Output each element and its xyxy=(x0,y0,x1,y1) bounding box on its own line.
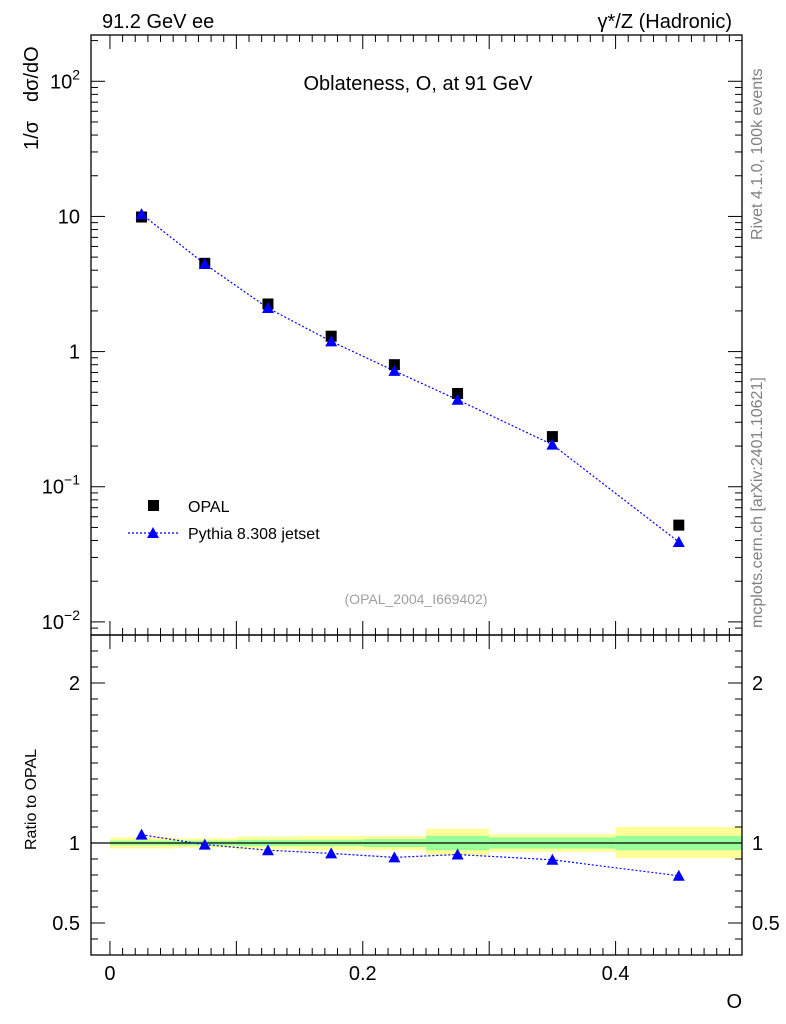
ratio-pythia-point xyxy=(672,869,685,881)
y-label-deriv: dσ/dO xyxy=(21,46,43,102)
ratio-y-ticks: 0.5 0.5 1 1 2 2 xyxy=(52,634,780,956)
ratio-pythia-point xyxy=(451,848,464,860)
pythia-point xyxy=(198,257,211,269)
ratio-pythia-point xyxy=(325,847,338,859)
opal-point xyxy=(388,359,400,371)
legend-marker-pythia xyxy=(147,527,159,538)
ratio-x-ticks: 0 0.2 0.4 xyxy=(104,635,743,985)
x-tick-label: 0.2 xyxy=(349,963,377,985)
pythia-point xyxy=(388,364,401,376)
y-label-norm: 1/σ xyxy=(21,120,43,150)
main-panel-frame xyxy=(90,34,743,636)
x-tick-label: 0.4 xyxy=(602,963,630,985)
ratio-series xyxy=(135,828,685,881)
header-left: 91.2 GeV ee xyxy=(102,11,214,33)
main-series xyxy=(135,208,685,548)
y-tick-label: 102 xyxy=(50,66,80,93)
analysis-reference: (OPAL_2004_I669402) xyxy=(345,591,488,607)
ratio-pythia-point xyxy=(546,853,559,865)
chart-title: Oblateness, O, at 91 GeV xyxy=(303,73,533,95)
pythia-point xyxy=(546,438,559,450)
legend-label-pythia: Pythia 8.308 jetset xyxy=(188,526,320,543)
x-tick-label: 0 xyxy=(104,963,115,985)
ratio-pythia-point xyxy=(388,851,401,863)
pythia-point xyxy=(135,208,148,220)
x-axis-label: O xyxy=(726,991,742,1013)
opal-point xyxy=(452,387,464,399)
rivet-version-label: Rivet 4.1.0, 100k events xyxy=(749,68,766,240)
opal-point xyxy=(546,431,558,443)
ratio-y-tick-label-right: 2 xyxy=(752,673,763,695)
y-tick-label: 1 xyxy=(69,342,80,364)
y-tick-label: 10−2 xyxy=(42,607,80,634)
ratio-pythia-point xyxy=(198,838,211,850)
ratio-y-tick-label-right: 0.5 xyxy=(752,913,780,935)
ratio-y-tick-label: 1 xyxy=(69,833,80,855)
pythia-point xyxy=(325,335,338,347)
mcplots-label: mcplots.cern.ch [arXiv:2401.10621] xyxy=(749,377,766,628)
ratio-y-tick-label-right: 1 xyxy=(752,833,763,855)
ratio-y-tick-label: 2 xyxy=(69,673,80,695)
main-y-ticks: 10−2 10−1 1 10 102 xyxy=(42,40,742,636)
opal-point xyxy=(673,519,685,531)
pythia-point xyxy=(451,393,464,405)
ratio-panel-frame xyxy=(90,634,743,956)
pythia-point xyxy=(261,302,274,314)
y-tick-label: 10 xyxy=(58,206,80,228)
main-x-ticks xyxy=(109,35,743,635)
y-tick-label: 10−1 xyxy=(42,472,80,499)
ratio-y-tick-label: 0.5 xyxy=(52,913,80,935)
legend-label-opal: OPAL xyxy=(188,499,230,516)
legend: OPAL Pythia 8.308 jetset xyxy=(128,499,320,543)
pythia-point xyxy=(672,536,685,548)
ratio-pythia-point xyxy=(261,844,274,856)
legend-marker-opal xyxy=(148,500,159,511)
pythia-line xyxy=(141,213,680,543)
ratio-pythia-point xyxy=(135,828,148,840)
main-y-axis-label: 1/σ dσ/dO xyxy=(21,46,43,150)
ratio-pythia-line xyxy=(141,834,679,877)
ratio-y-axis-label: Ratio to OPAL xyxy=(23,749,40,850)
header-right: γ*/Z (Hadronic) xyxy=(598,11,732,33)
